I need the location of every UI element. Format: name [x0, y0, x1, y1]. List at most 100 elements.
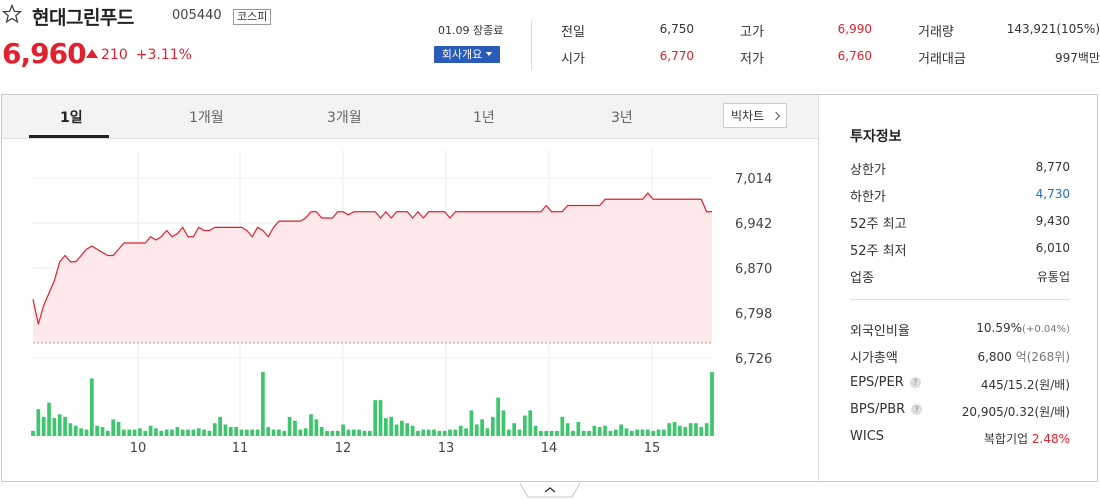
- volume-bar: [469, 410, 474, 436]
- volume-bar: [442, 430, 447, 436]
- amount-label: 거래대금: [918, 52, 966, 67]
- tab-1year[interactable]: 1년: [473, 110, 495, 126]
- volume-bar: [250, 429, 255, 436]
- volume-bar: [36, 409, 41, 436]
- big-chart-label: 빅차트: [731, 109, 765, 123]
- volume-bar: [271, 429, 276, 436]
- volume-bar: [239, 429, 244, 436]
- open-label: 시가: [561, 52, 585, 67]
- big-chart-button[interactable]: 빅차트: [723, 103, 787, 128]
- collapse-tab[interactable]: [520, 483, 580, 499]
- volume-bar: [405, 423, 410, 436]
- volume-bar: [277, 429, 281, 436]
- invest-info-title: 투자정보: [850, 129, 902, 145]
- volume-bar: [202, 429, 206, 436]
- industry-value[interactable]: 유통업: [1036, 270, 1070, 284]
- volume-bar: [704, 423, 709, 436]
- help-icon[interactable]: ?: [909, 377, 921, 388]
- up-arrow-icon: [86, 49, 98, 58]
- change-percent: +3.11%: [135, 47, 192, 63]
- volume-bar: [68, 423, 73, 436]
- volume-bar: [448, 429, 452, 436]
- period-tabs: 1일 1개월 3개월 1년 3년: [2, 95, 818, 139]
- x-tick-label: 13: [438, 441, 455, 456]
- volume-bar: [319, 427, 324, 436]
- volume-bar: [154, 428, 158, 436]
- high-label: 고가: [740, 25, 764, 40]
- volume-bar: [57, 414, 62, 436]
- prev-close-value: 6,750: [659, 22, 694, 36]
- volume-bar: [539, 430, 543, 436]
- intraday-price-chart: 7,014 6,942 6,870 6,798 6,726 10 11 12 13 14 15: [31, 150, 772, 456]
- volume-bar: [325, 430, 329, 436]
- tab-3years[interactable]: 3년: [611, 110, 633, 126]
- volume-bar: [480, 419, 484, 436]
- bps-pbr-text: BPS/PBR: [850, 402, 906, 417]
- low-value: 6,760: [837, 49, 872, 63]
- volume-bar: [346, 429, 351, 436]
- volume-bar: [410, 425, 415, 436]
- bps-pbr-unit: (원/배): [1034, 405, 1071, 419]
- y-tick-label: 6,870: [735, 262, 772, 277]
- low52-value: 6,010: [1035, 241, 1070, 255]
- divider: [818, 95, 819, 481]
- wics-sector[interactable]: 복합기업: [983, 432, 1029, 446]
- volume-bar: [367, 430, 372, 436]
- bps-pbr-value: 20,905/0.32(원/배): [920, 403, 1070, 420]
- volume-value: 143,921(105%): [1006, 22, 1100, 36]
- volume-bar: [127, 429, 132, 436]
- open-value: 6,770: [659, 49, 694, 63]
- volume-bar: [437, 430, 442, 436]
- help-icon[interactable]: ?: [911, 404, 923, 415]
- x-tick-label: 11: [232, 441, 249, 456]
- eps-per-value: 445/15.2(원/배): [920, 376, 1070, 393]
- volume-bar: [656, 429, 661, 436]
- volume-bar: [100, 427, 105, 436]
- high52-value: 9,430: [1035, 214, 1070, 228]
- y-tick-label: 6,942: [735, 217, 772, 232]
- volume-bar: [597, 427, 602, 436]
- volume-bar: [143, 430, 148, 436]
- volume-bar: [255, 429, 260, 436]
- change-amount: 210: [101, 47, 128, 63]
- volume-bar: [565, 423, 570, 436]
- volume-bar: [261, 372, 265, 436]
- volume-bar: [218, 416, 222, 436]
- volume-bar: [116, 421, 121, 436]
- volume-bar: [341, 424, 345, 436]
- volume-bar: [191, 429, 196, 436]
- volume-bar: [533, 425, 538, 436]
- volume-bar: [335, 430, 340, 436]
- lower-limit-value: 4,730: [1035, 187, 1070, 201]
- volume-bar: [309, 414, 313, 436]
- favorite-star-icon[interactable]: [2, 4, 22, 24]
- volume-bar: [485, 428, 490, 436]
- high52-label: 52주 최고: [850, 217, 907, 232]
- volume-bar: [351, 429, 356, 436]
- market-cap-rank: (268위): [1026, 350, 1070, 364]
- volume-bar: [186, 429, 190, 436]
- volume-bar: [506, 429, 511, 436]
- prev-close-label: 전일: [561, 25, 585, 40]
- company-overview-label: 회사개요: [441, 48, 483, 61]
- company-overview-button[interactable]: 회사개요: [434, 46, 500, 63]
- amount-value: 997백만: [1055, 51, 1100, 65]
- volume-bar: [651, 430, 656, 436]
- volume-bar: [31, 430, 35, 436]
- market-cap-value: 6,800 억(268위): [920, 348, 1070, 365]
- tab-1month[interactable]: 1개월: [189, 110, 224, 126]
- volume-bar: [148, 425, 153, 436]
- volume-bar: [512, 423, 517, 436]
- volume-bar: [453, 429, 458, 436]
- volume-bar: [362, 430, 367, 436]
- volume-bar: [667, 423, 672, 436]
- volume-bar: [373, 400, 378, 436]
- foreign-ratio: 10.59%: [976, 321, 1023, 335]
- tab-1day[interactable]: 1일: [60, 110, 83, 126]
- volume-bar: [234, 427, 239, 436]
- volume-bar: [122, 429, 126, 436]
- tab-3months[interactable]: 3개월: [327, 110, 362, 126]
- volume-bar: [458, 425, 463, 436]
- volume-bar: [490, 416, 495, 436]
- market-status: 01.09 장종료: [438, 24, 504, 37]
